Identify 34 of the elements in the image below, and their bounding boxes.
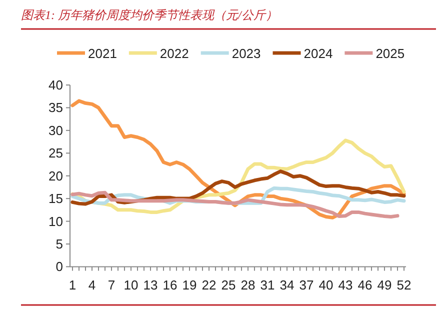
x-tick-label: 13 — [143, 278, 158, 293]
y-tick-label: 20 — [48, 168, 63, 184]
y-tick-label: 25 — [48, 146, 63, 161]
y-tick-label: 0 — [56, 259, 63, 274]
x-tick-label: 25 — [221, 278, 236, 293]
y-tick-label: 30 — [48, 122, 63, 138]
y-tick-label: 35 — [48, 100, 63, 116]
y-tick-label: 10 — [48, 214, 63, 229]
x-tick-label: 49 — [377, 278, 392, 293]
x-tick-label: 4 — [88, 278, 96, 293]
x-tick-label: 40 — [318, 278, 334, 293]
x-tick-label: 43 — [338, 278, 353, 293]
x-tick-label: 1 — [68, 278, 76, 293]
x-tick-label: 31 — [260, 278, 275, 293]
x-tick-label: 34 — [280, 278, 294, 293]
x-tick-label: 7 — [108, 278, 116, 293]
chart-title: 图表1: 历年猪价周度均价季节性表现（元/公斤） — [21, 8, 278, 22]
x-tick-label: 46 — [358, 278, 372, 293]
legend-label: 2025 — [376, 46, 405, 61]
legend-label: 2021 — [88, 46, 117, 61]
legend-label: 2024 — [304, 46, 333, 61]
line-series — [70, 190, 400, 218]
x-tick-label: 10 — [124, 278, 138, 293]
x-tick-label: 19 — [182, 278, 197, 293]
x-tick-label: 52 — [396, 278, 412, 293]
legend-label: 2023 — [232, 46, 261, 61]
x-tick-label: 16 — [162, 278, 178, 293]
y-tick-label: 15 — [48, 191, 63, 206]
x-tick-label: 22 — [202, 278, 216, 293]
y-tick-label: 40 — [48, 78, 63, 92]
x-tick-label: 28 — [240, 278, 256, 293]
x-tick-label: 37 — [299, 278, 314, 293]
legend-label: 2022 — [160, 46, 189, 61]
y-tick-label: 5 — [56, 236, 63, 252]
